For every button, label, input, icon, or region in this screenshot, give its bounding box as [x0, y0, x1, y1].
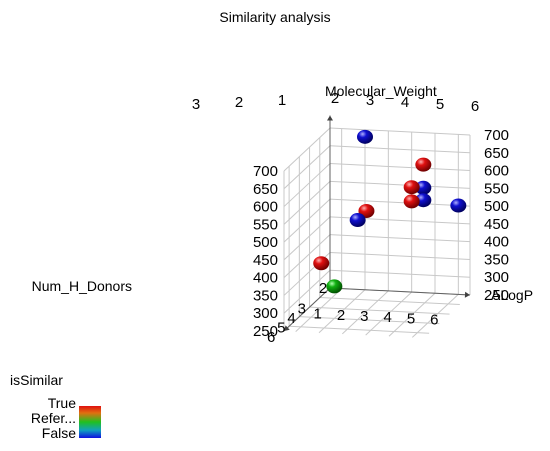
floor-gridline: [299, 316, 440, 325]
mw-tick-label-right: 550: [484, 180, 509, 197]
legend-color-scale: [79, 406, 101, 438]
alogp-axis-line-arrowhead: [464, 291, 470, 298]
floor-gridline: [341, 290, 389, 335]
hdonors-top-tick-label: 3: [192, 96, 200, 113]
hdonors-tick-label: 4: [287, 310, 295, 327]
floor-gridline: [365, 291, 413, 336]
alogp-tick-label: 6: [430, 311, 438, 328]
alogp-top-tick-label: 6: [471, 98, 479, 115]
mw-tick-label-left: 350: [253, 287, 278, 304]
mw-tick-label-right: 400: [484, 234, 509, 251]
data-point-reference: [326, 279, 343, 294]
mw-tick-label-right: 250: [484, 287, 509, 304]
mw-tick-label-left: 400: [253, 270, 278, 287]
gridline-mw: [329, 145, 471, 154]
axis-titles: Molecular_Weight Num_H_Donors ALogP: [32, 83, 533, 303]
legend-title: isSimilar: [10, 372, 63, 388]
floor-gridline: [319, 297, 460, 306]
gridline-mw: [329, 180, 471, 189]
gridline-mw: [329, 198, 471, 207]
floor-gridline: [388, 292, 436, 337]
data-point-false: [357, 129, 373, 144]
hdonors-tick-label: 5: [277, 320, 285, 337]
alogp-tick-label: 2: [337, 307, 345, 324]
alogp-top-tick-label: 5: [436, 96, 444, 113]
hdonors-axis-title: Num_H_Donors: [32, 278, 132, 294]
gridline-mw: [283, 234, 331, 279]
gridline-mw: [329, 269, 471, 278]
mw-tick-label-left: 250: [253, 323, 278, 340]
gridline-mw: [329, 234, 471, 243]
gridline-mw: [283, 216, 331, 261]
alogp-tick-label: 5: [407, 310, 415, 327]
mw-tick-label-left: 600: [253, 199, 278, 216]
data-point-false: [415, 180, 432, 195]
hdonors-axis-line: [283, 287, 331, 332]
mw-tick-label-left: 450: [253, 252, 278, 269]
mw-tick-label-right: 450: [484, 216, 509, 233]
mw-axis-title: Molecular_Weight: [325, 83, 437, 99]
hdonors-top-tick-label: 2: [235, 94, 243, 111]
tick-labels: 2502503003003503504004004504505005005505…: [192, 90, 509, 346]
gridline-mw: [283, 163, 331, 207]
alogp-axis-title: ALogP: [491, 287, 533, 303]
gridline-mw: [329, 251, 471, 260]
data-point-true: [415, 157, 432, 172]
mw-tick-label-right: 650: [484, 145, 509, 162]
gridline-mw: [329, 127, 471, 136]
data-point-true: [403, 180, 420, 195]
alogp-top-tick-label: 2: [331, 90, 339, 107]
hdonors-top-tick-label: 1: [278, 92, 286, 109]
gridline-mw: [283, 180, 331, 225]
alogp-tick-label: 4: [383, 309, 391, 326]
gridline-mw: [283, 198, 331, 243]
data-point-false: [349, 213, 366, 228]
legend-label-false: False: [41, 425, 76, 441]
data-point-false: [450, 198, 467, 213]
mw-tick-label-right: 700: [484, 127, 509, 144]
mw-tick-label-left: 550: [253, 216, 278, 233]
chart-title: Similarity analysis: [219, 9, 331, 25]
data-point-true: [313, 256, 330, 271]
data-points: [313, 129, 467, 294]
legend-label-reference: Refer...: [30, 410, 76, 426]
floor-gridline: [295, 288, 343, 332]
alogp-top-tick-label: 4: [401, 94, 409, 111]
color-legend: True Refer... False: [14, 396, 76, 441]
floor-gridline: [318, 289, 366, 334]
alogp-axis-line: [329, 287, 471, 296]
gridline-mw: [283, 145, 331, 190]
mw-tick-label-left: 300: [253, 305, 278, 322]
mw-tick-label-left: 650: [253, 181, 278, 198]
mw-tick-label-left: 500: [253, 234, 278, 251]
mw-axis-line-arrowhead: [327, 115, 333, 121]
mw-tick-label-right: 300: [484, 269, 509, 286]
floor-gridline: [309, 306, 450, 315]
axes: [283, 115, 471, 332]
gridline-mw: [283, 269, 331, 314]
mw-tick-label-right: 600: [484, 163, 509, 180]
mw-tick-label-right: 350: [484, 251, 509, 268]
alogp-tick-label: 1: [313, 306, 321, 323]
legend-label-true: True: [47, 395, 76, 411]
hdonors-tick-label: 3: [298, 301, 306, 318]
hdonors-axis-line-arrowhead: [284, 325, 290, 331]
mw-tick-label-left: 700: [253, 163, 278, 180]
floor-gridline: [411, 294, 459, 338]
grid-lines: [283, 127, 471, 338]
floor-gridline: [289, 325, 430, 334]
mw-tick-label-right: 500: [484, 198, 509, 215]
alogp-top-tick-label: 3: [366, 92, 374, 109]
gridline-mw: [283, 127, 331, 172]
data-point-true: [403, 194, 420, 209]
hdonors-tick-label: 2: [319, 280, 327, 297]
gridline-mw: [329, 163, 471, 172]
hdonors-tick-label: 6: [267, 329, 275, 346]
alogp-tick-label: 3: [360, 308, 368, 325]
data-point-false: [415, 193, 432, 208]
